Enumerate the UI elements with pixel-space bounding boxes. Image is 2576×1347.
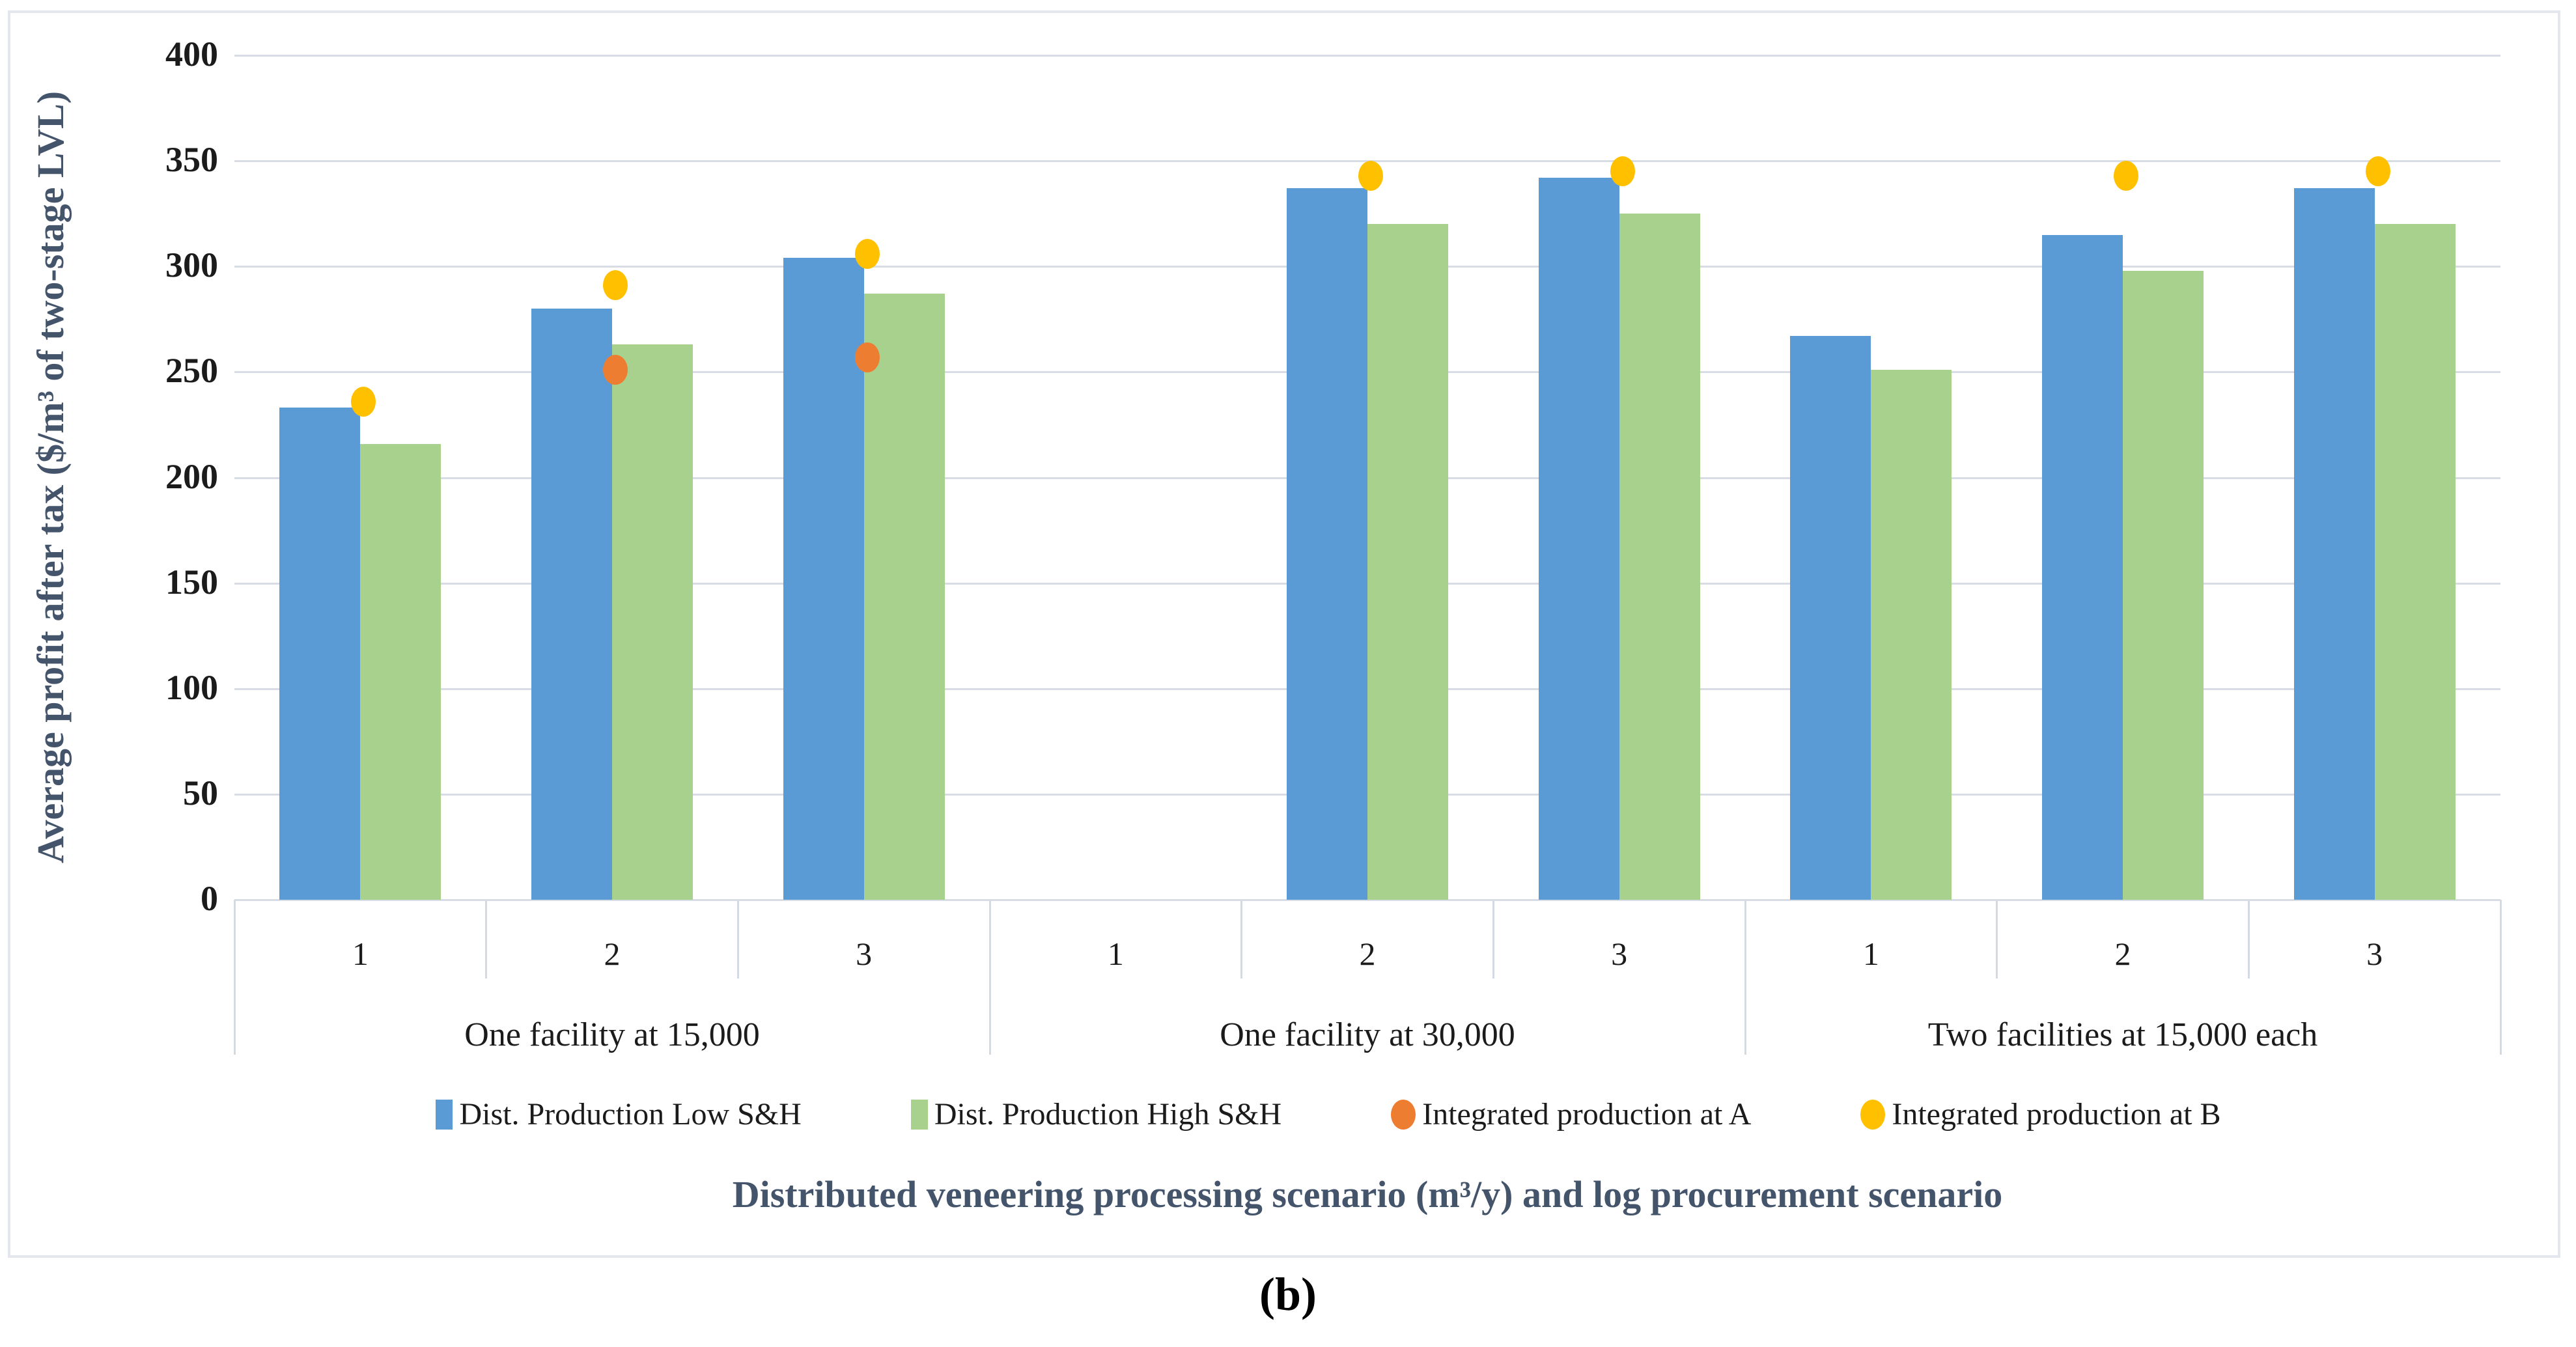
group-separator [2499,900,2502,1055]
category-label: 1 [352,936,369,972]
y-tick-label: 150 [165,562,218,602]
bar-dist-production-high-sh [360,443,441,900]
y-tick-label: 300 [165,245,218,285]
x-axis-title: Distributed veneering processing scenari… [732,1173,2003,1215]
group-separator [988,900,991,1055]
point-integrated-production-b [603,270,628,301]
bar-dist-production-low-sh [1287,188,1367,900]
bar-dist-production-low-sh [531,309,612,900]
legend-bar-swatch-icon [910,1100,928,1130]
bar-dist-production-low-sh [1790,336,1871,900]
bar-dist-production-high-sh [1871,370,1952,900]
category-label: 2 [2114,936,2131,972]
point-integrated-production-b [351,386,376,417]
bar-dist-production-high-sh [1367,224,1448,900]
category-separator [485,900,488,979]
legend-label: Integrated production at A [1422,1097,1752,1132]
category-label: 3 [2366,936,2383,972]
bar-dist-production-low-sh [783,258,864,900]
legend: Dist. Production Low S&H Dist. Production… [156,1099,2500,1130]
bar-dist-production-high-sh [2374,224,2456,900]
legend-item-4: Integrated production at B [1860,1097,2221,1132]
bar-dist-production-high-sh [1619,214,1700,900]
point-integrated-production-b [854,238,880,269]
bar-dist-production-high-sh [863,294,945,900]
bar-dist-production-low-sh [279,408,361,900]
legend-label: Dist. Production High S&H [934,1097,1282,1132]
bar-dist-production-low-sh [2042,234,2123,900]
group-label: One facility at 30,000 [1220,1016,1515,1053]
category-label: 1 [1107,936,1124,972]
point-integrated-production-b [1358,160,1383,191]
y-tick-label: 100 [165,667,218,707]
gridline-0 [234,899,2500,901]
y-tick-label: 250 [165,351,218,391]
legend-label: Dist. Production Low S&H [459,1097,802,1132]
group-label: One facility at 15,000 [464,1016,760,1053]
legend-item-2: Dist. Production High S&H [910,1097,1282,1132]
figure-caption: (b) [1259,1268,1317,1320]
point-integrated-production-b [1610,156,1635,187]
legend-circle-swatch-icon [1860,1100,1886,1130]
category-label: 1 [1862,936,1879,972]
group-separator [1744,900,1746,1055]
legend-label: Integrated production at B [1892,1097,2221,1132]
y-tick-label: 400 [165,34,218,74]
category-label: 2 [604,936,621,972]
category-separator [1996,900,1998,979]
bar-dist-production-low-sh [1538,178,1619,900]
category-label: 3 [856,936,873,972]
figure-border [8,10,2560,1258]
y-tick-label: 350 [165,139,218,179]
point-integrated-production-b [2365,156,2390,187]
y-tick-label: 0 [201,878,218,918]
group-label: Two facilities at 15,000 each [1927,1016,2318,1053]
legend-item-3: Integrated production at A [1391,1099,1751,1130]
point-integrated-production-b [2114,160,2138,191]
category-separator [2247,900,2250,979]
legend-circle-swatch-icon [1391,1100,1416,1130]
gridline-400 [234,55,2500,57]
y-tick-label: 200 [165,456,218,496]
legend-bar-swatch-icon [436,1100,453,1130]
category-label: 2 [1359,936,1376,972]
point-integrated-production-a [603,355,628,385]
bar-dist-production-high-sh [612,344,693,900]
bar-dist-production-high-sh [2123,270,2204,900]
bar-dist-production-low-sh [2293,188,2375,900]
category-separator [736,900,739,979]
category-label: 3 [1611,936,1628,972]
point-integrated-production-a [854,342,880,372]
group-separator [233,900,236,1055]
category-separator [1240,900,1243,979]
legend-item-1: Dist. Production Low S&H [436,1097,802,1132]
y-tick-label: 50 [183,773,218,812]
category-separator [1492,900,1494,979]
